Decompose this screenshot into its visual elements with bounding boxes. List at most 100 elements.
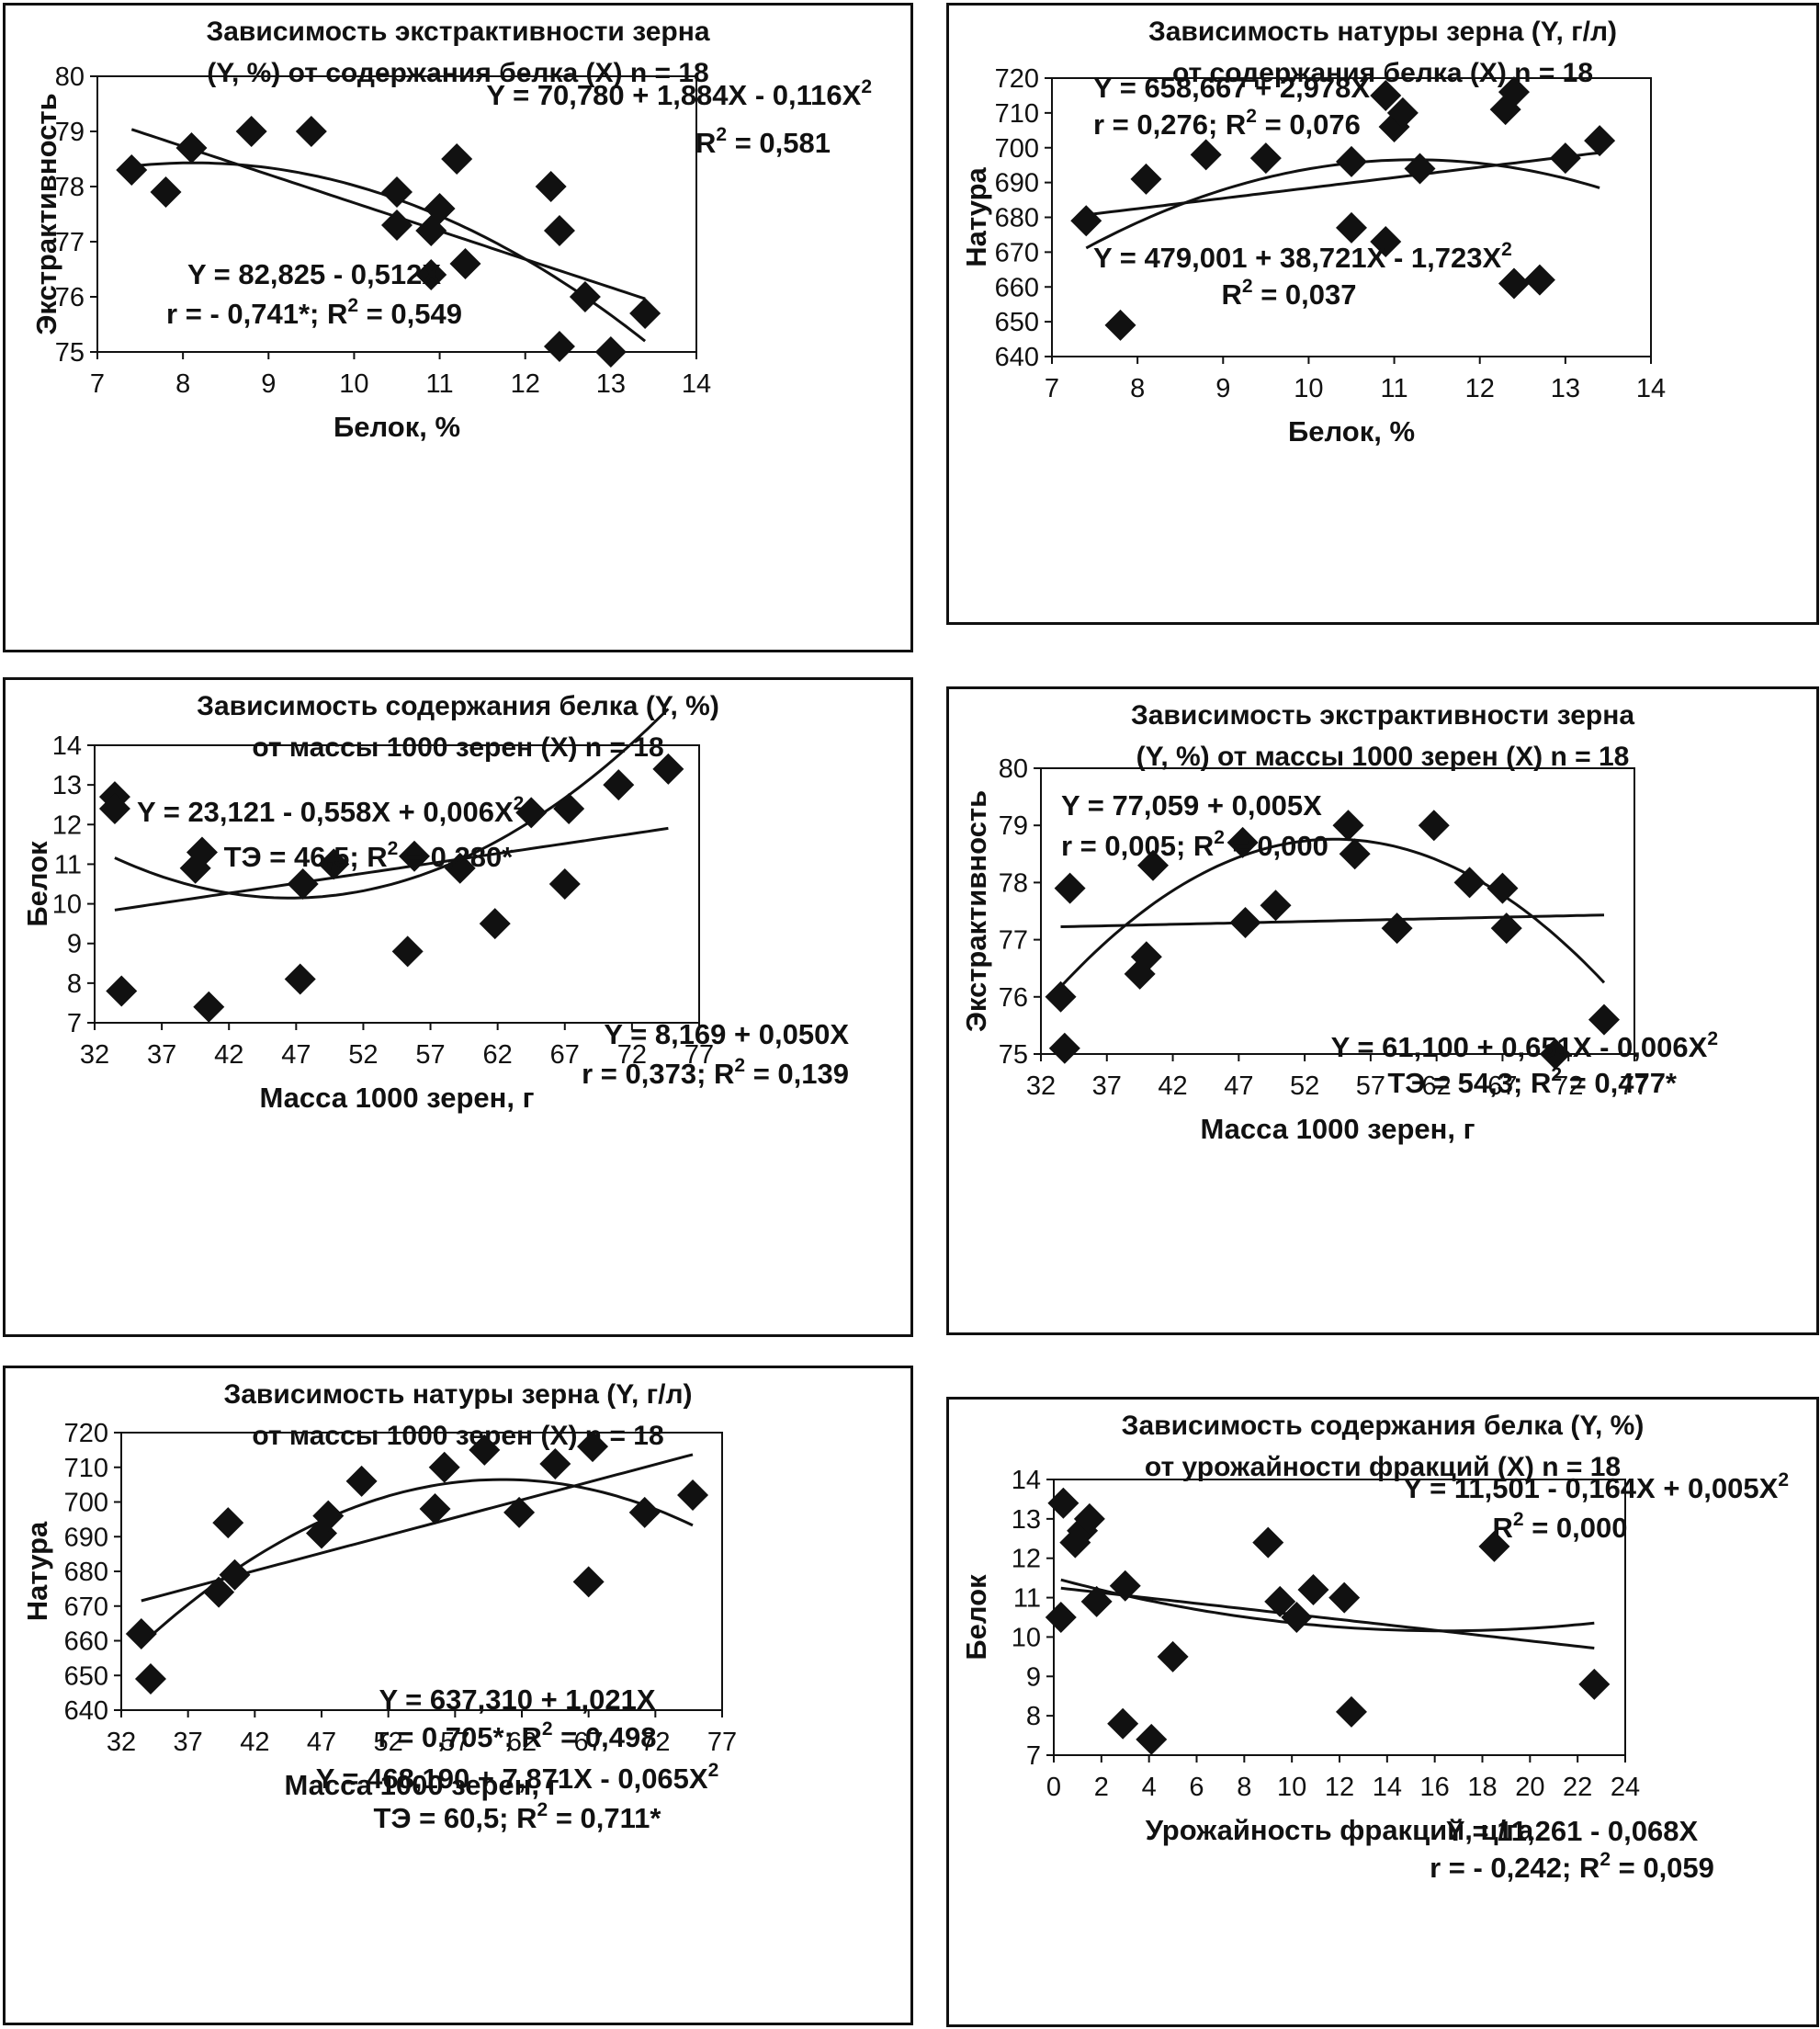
regression-annotation: Y = 468,190 + 7,871X - 0,065X2 bbox=[316, 1760, 719, 1795]
x-tick-label: 4 bbox=[1142, 1773, 1157, 1802]
y-tick-label: 14 bbox=[52, 731, 82, 761]
y-tick-label: 680 bbox=[995, 204, 1039, 233]
data-point-marker bbox=[444, 852, 476, 884]
data-point-marker bbox=[449, 248, 481, 279]
regression-annotation: r = 0,005; R2 = 0,000 bbox=[1061, 827, 1328, 862]
data-point-marker bbox=[1264, 1585, 1296, 1617]
data-point-marker bbox=[577, 1431, 609, 1463]
x-tick-label: 47 bbox=[1224, 1071, 1253, 1101]
x-tick-label: 13 bbox=[596, 369, 626, 399]
x-tick-label: 16 bbox=[1420, 1773, 1450, 1802]
y-axis-label: Экстрактивность bbox=[30, 93, 62, 334]
y-tick-label: 80 bbox=[999, 754, 1028, 784]
annotation-text: r = 0,005; R bbox=[1061, 830, 1214, 862]
x-tick-label: 7 bbox=[90, 369, 105, 399]
data-point-marker bbox=[284, 963, 316, 995]
x-tick-label: 6 bbox=[1189, 1773, 1204, 1802]
data-point-marker bbox=[116, 154, 148, 186]
data-point-marker bbox=[106, 975, 138, 1007]
data-point-marker bbox=[381, 176, 413, 208]
data-point-marker bbox=[1381, 912, 1413, 945]
regression-annotation: Y = 11,261 - 0,068X bbox=[1446, 1815, 1699, 1847]
y-tick-label: 650 bbox=[995, 308, 1039, 337]
regression-annotation: r = 0,373; R2 = 0,139 bbox=[582, 1055, 849, 1090]
x-tick-label: 57 bbox=[415, 1040, 445, 1070]
annotation-text: R bbox=[1493, 1512, 1513, 1544]
regression-annotation: Y = 70,780 + 1,884X - 0,116X2 bbox=[486, 76, 872, 111]
annotation-text: r = - 0,741*; R bbox=[166, 298, 347, 330]
annotation-text: R bbox=[1222, 278, 1242, 311]
annotation-superscript: 2 bbox=[1214, 827, 1225, 848]
data-point-marker bbox=[306, 1517, 337, 1549]
annotation-superscript: 2 bbox=[1551, 1064, 1562, 1085]
data-point-marker bbox=[543, 215, 575, 246]
data-point-marker bbox=[399, 840, 431, 872]
x-axis-label: Урожайность фракций, ц/га bbox=[1146, 1814, 1534, 1846]
y-tick-label: 670 bbox=[995, 238, 1039, 267]
x-tick-label: 52 bbox=[1290, 1071, 1319, 1101]
annotation-text: Y = 658,667 + 2,978X bbox=[1093, 72, 1370, 104]
chart-svg: Зависимость содержания белка (Y, %) от ма… bbox=[21, 691, 849, 1114]
data-point-marker bbox=[1549, 142, 1581, 175]
regression-annotation: Y = 658,667 + 2,978X bbox=[1093, 72, 1370, 104]
y-tick-label: 78 bbox=[999, 868, 1028, 898]
annotation-text: r = - 0,242; R bbox=[1430, 1852, 1600, 1884]
x-tick-label: 11 bbox=[426, 369, 454, 399]
annotation-text: ТЭ = 60,5; R bbox=[374, 1802, 537, 1834]
x-axis-label: Масса 1000 зерен, г bbox=[1200, 1113, 1475, 1145]
y-tick-label: 75 bbox=[55, 338, 85, 368]
data-point-marker bbox=[150, 176, 182, 208]
quadratic-trendline bbox=[1060, 1578, 1595, 1633]
data-point-marker bbox=[569, 281, 601, 312]
y-tick-label: 11 bbox=[54, 850, 82, 879]
regression-annotation: Y = 61,100 + 0,651X - 0,006X2 bbox=[1331, 1028, 1718, 1063]
annotation-text: ТЭ = 46,5; R bbox=[224, 841, 388, 873]
data-point-marker bbox=[1578, 1668, 1611, 1700]
data-point-marker bbox=[1107, 1707, 1139, 1740]
y-tick-label: 7 bbox=[1026, 1741, 1041, 1771]
data-point-marker bbox=[175, 132, 208, 164]
annotation-superscript: 2 bbox=[1707, 1028, 1718, 1049]
y-tick-label: 13 bbox=[1012, 1505, 1041, 1535]
x-tick-label: 10 bbox=[339, 369, 368, 399]
y-tick-label: 700 bbox=[64, 1489, 108, 1518]
data-point-marker bbox=[1047, 1487, 1080, 1519]
y-tick-label: 77 bbox=[999, 926, 1028, 956]
x-tick-label: 72 bbox=[1554, 1071, 1583, 1101]
plot-area bbox=[96, 75, 697, 353]
regression-annotation: Y = 11,501 - 0,164X + 0,005X2 bbox=[1403, 1469, 1789, 1504]
annotation-text: Y = 468,190 + 7,871X - 0,065X bbox=[316, 1763, 708, 1795]
annotation-text: Y = 23,121 - 0,558X + 0,006X bbox=[137, 796, 514, 828]
data-point-marker bbox=[1229, 906, 1261, 938]
data-point-marker bbox=[415, 259, 447, 290]
x-tick-label: 12 bbox=[1325, 1773, 1354, 1802]
data-point-marker bbox=[1054, 872, 1086, 904]
y-tick-label: 9 bbox=[67, 930, 82, 959]
x-axis-label: Белок, % bbox=[333, 411, 460, 443]
data-point-marker bbox=[1070, 205, 1102, 237]
y-tick-label: 78 bbox=[55, 173, 85, 202]
data-point-marker bbox=[419, 1493, 451, 1525]
annotation-superscript: 2 bbox=[542, 1718, 553, 1740]
y-tick-label: 7 bbox=[67, 1009, 82, 1038]
regression-annotation: Y = 637,310 + 1,021X bbox=[379, 1683, 655, 1716]
data-point-marker bbox=[1104, 309, 1136, 341]
annotation-text: Y = 637,310 + 1,021X bbox=[379, 1683, 655, 1716]
x-tick-label: 42 bbox=[240, 1728, 269, 1757]
y-tick-label: 76 bbox=[55, 283, 85, 312]
x-tick-label: 72 bbox=[617, 1040, 647, 1070]
data-point-marker bbox=[1404, 153, 1436, 185]
y-tick-label: 10 bbox=[52, 890, 82, 920]
chart-svg: Зависимость натуры зерна (Y, г/л)от масс… bbox=[21, 1379, 737, 1834]
annotation-superscript: 2 bbox=[1501, 239, 1512, 260]
data-point-marker bbox=[1336, 211, 1367, 244]
data-point-marker bbox=[1332, 810, 1364, 842]
chart-panel-extractivity-vs-kernel-mass: Зависимость экстрактивности зерна (Y, %) … bbox=[946, 686, 1819, 1335]
x-tick-label: 18 bbox=[1467, 1773, 1497, 1802]
chart-title-line: (Y, %) от массы 1000 зерен (X) n = 18 bbox=[1136, 742, 1630, 772]
chart-title-line: Зависимость экстрактивности зерна bbox=[206, 17, 709, 47]
data-point-marker bbox=[1045, 980, 1077, 1013]
annotation-text-tail: = 0,037 bbox=[1253, 278, 1357, 311]
x-tick-label: 14 bbox=[682, 369, 711, 399]
y-tick-label: 80 bbox=[55, 62, 85, 92]
